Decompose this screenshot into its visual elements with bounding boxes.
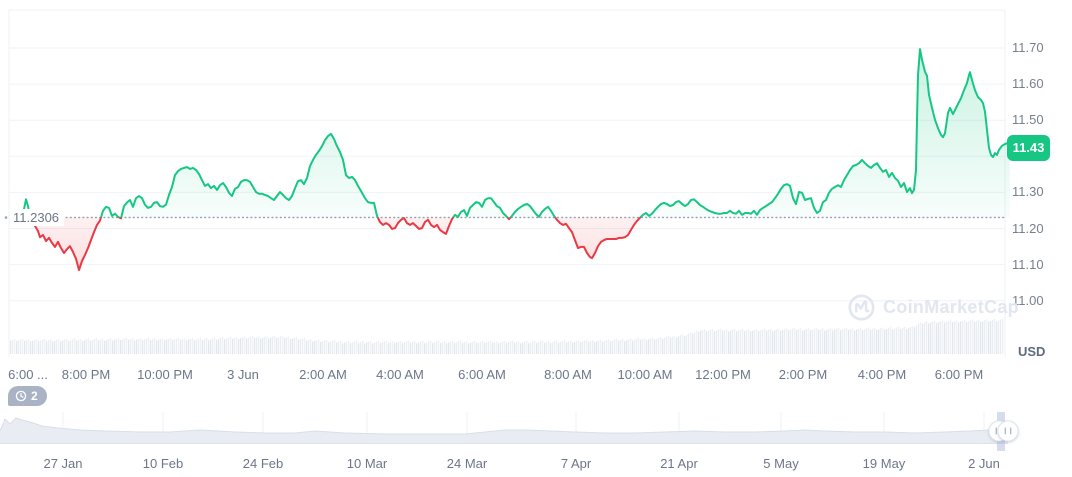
watermark-text: CoinMarketCap (883, 297, 1019, 317)
y-axis-label: 11.20 (1012, 221, 1044, 236)
price-area-up (21, 49, 1010, 218)
navigator-date-label: 24 Mar (446, 456, 488, 471)
baseline-dotted-line (4, 216, 1006, 219)
navigator-date-label: 21 Apr (660, 456, 698, 471)
navigator-area-edge (0, 417, 1008, 435)
y-axis-label: 11.00 (1012, 293, 1044, 308)
x-axis-label: 4:00 PM (857, 367, 907, 382)
navigator-handle-right[interactable] (997, 420, 1019, 442)
x-axis-label: 10:00 AM (617, 367, 673, 382)
x-axis-label: 8:00 AM (544, 367, 592, 382)
x-axis-label: 2:00 PM (778, 367, 828, 382)
price-line-up (20, 48, 1011, 218)
x-axis-label: 6:00 AM (458, 367, 506, 382)
x-axis-label: 4:00 AM (376, 367, 424, 382)
y-axis-label: 11.60 (1012, 76, 1044, 91)
navigator-date-label: 24 Feb (242, 456, 284, 471)
x-axis-label: 10:00 PM (137, 367, 193, 382)
current-price-badge: 11.43 (1007, 135, 1050, 161)
y-axis-label: 11.50 (1012, 112, 1044, 127)
x-axis-label: 6:00 ... (8, 367, 48, 382)
volume-bars (10, 318, 1004, 355)
x-axis-label: 2:00 AM (299, 367, 347, 382)
y-axis-label: 11.30 (1012, 184, 1044, 199)
navigator-date-label: 5 May (763, 456, 799, 471)
coinmarketcap-logo-icon (848, 294, 875, 321)
x-axis-label: 6:00 PM (934, 367, 984, 382)
y-axis-label: 11.70 (1012, 40, 1044, 55)
currency-unit-label: USD (1018, 344, 1046, 359)
y-axis-label: 11.10 (1012, 257, 1044, 272)
navigator-date-label: 2 Jun (968, 456, 1000, 471)
history-clock-icon (15, 390, 27, 402)
coinmarketcap-watermark: CoinMarketCap (848, 294, 1019, 321)
x-axis-label: 12:00 PM (695, 367, 751, 382)
navigator-date-label: 27 Jan (43, 456, 83, 471)
history-count: 2 (31, 389, 38, 403)
history-badge[interactable]: 2 (8, 386, 47, 406)
x-axis-label: 3 Jun (227, 367, 259, 382)
navigator-date-label: 19 May (862, 456, 906, 471)
navigator-date-label: 7 Apr (560, 456, 592, 471)
navigator[interactable] (0, 412, 1019, 451)
x-axis-label: 8:00 PM (61, 367, 111, 382)
navigator-date-label: 10 Mar (346, 456, 388, 471)
baseline-price-label: 11.2306 (10, 209, 65, 226)
navigator-date-label: 10 Feb (142, 456, 184, 471)
